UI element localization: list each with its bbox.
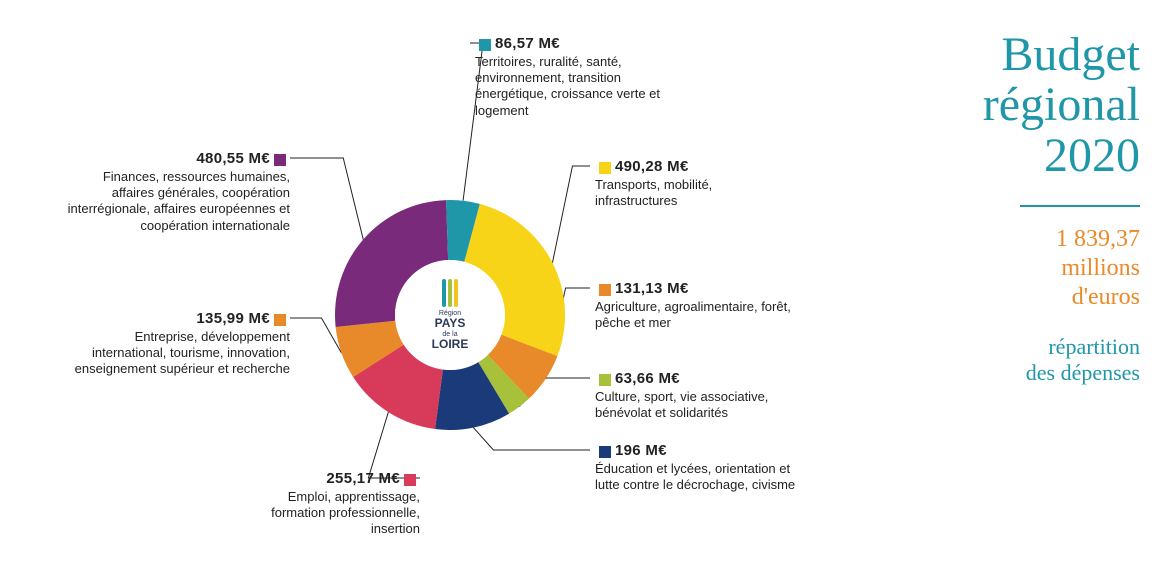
page-title: Budget régional 2020 [880,30,1140,181]
total-line: 1 839,37 [1056,226,1140,252]
label-amount: 135,99 M€ [196,310,270,327]
title-line: 2020 [1044,129,1140,182]
total-line: d'euros [1072,284,1140,310]
label-amount: 86,57 M€ [495,35,560,52]
subtitle: répartition des dépenses [880,334,1140,387]
label-desc: Territoires, ruralité, santé, environnem… [475,54,660,119]
label-desc: Agriculture, agroalimentaire, forêt, pêc… [595,299,795,332]
leader-education [473,428,590,450]
label-transports: 490,28 M€ Transports, mobilité, infrastru… [595,158,765,209]
total-amount: 1 839,37 millions d'euros [880,225,1140,311]
label-desc: Finances, ressources humaines, affaires … [60,169,290,234]
swatch-icon [599,374,611,386]
label-education: 196 M€ Éducation et lycées, orientation e… [595,442,805,493]
label-amount: 490,28 M€ [615,158,689,175]
label-amount: 131,13 M€ [615,280,689,297]
swatch-icon [479,39,491,51]
swatch-icon [404,474,416,486]
swatch-icon [599,446,611,458]
label-amount: 196 M€ [615,442,667,459]
label-desc: Entreprise, développement international,… [60,329,290,378]
divider [1020,205,1140,207]
side-panel: Budget régional 2020 1 839,37 millions d… [880,30,1140,386]
label-territoires: 86,57 M€ Territoires, ruralité, santé, en… [475,35,660,119]
swatch-icon [274,314,286,326]
swatch-icon [274,154,286,166]
logo-main1: PAYS [435,317,466,330]
label-finances: 480,55 M€ Finances, ressources humaines, … [60,150,290,234]
donut-chart-area: Région PAYS de la LOIRE 490,28 M€ Transpo… [0,0,870,584]
leader-entreprise [290,318,341,353]
label-amount: 480,55 M€ [196,150,270,167]
swatch-icon [599,284,611,296]
logo-main2: LOIRE [432,338,469,351]
label-agriculture: 131,13 M€ Agriculture, agroalimentaire, f… [595,280,795,331]
subtitle-line: répartition [1048,334,1140,359]
swatch-icon [599,162,611,174]
donut-chart: Région PAYS de la LOIRE [335,200,565,430]
label-desc: Éducation et lycées, orientation et lutt… [595,461,805,494]
label-entreprise: 135,99 M€ Entreprise, développement inter… [60,310,290,378]
label-amount: 255,17 M€ [326,470,400,487]
label-culture: 63,66 M€ Culture, sport, vie associative,… [595,370,795,421]
subtitle-line: des dépenses [1026,360,1140,385]
center-logo: Région PAYS de la LOIRE [395,260,505,370]
label-desc: Culture, sport, vie associative, bénévol… [595,389,795,422]
label-desc: Transports, mobilité, infrastructures [595,177,765,210]
logo-arcs [442,279,458,307]
label-desc: Emploi, apprentissage, formation profess… [230,489,420,538]
label-amount: 63,66 M€ [615,370,680,387]
label-emploi: 255,17 M€ Emploi, apprentissage, formatio… [230,470,420,538]
total-line: millions [1061,255,1140,281]
title-line: Budget [1001,28,1140,81]
title-line: régional [983,78,1140,131]
